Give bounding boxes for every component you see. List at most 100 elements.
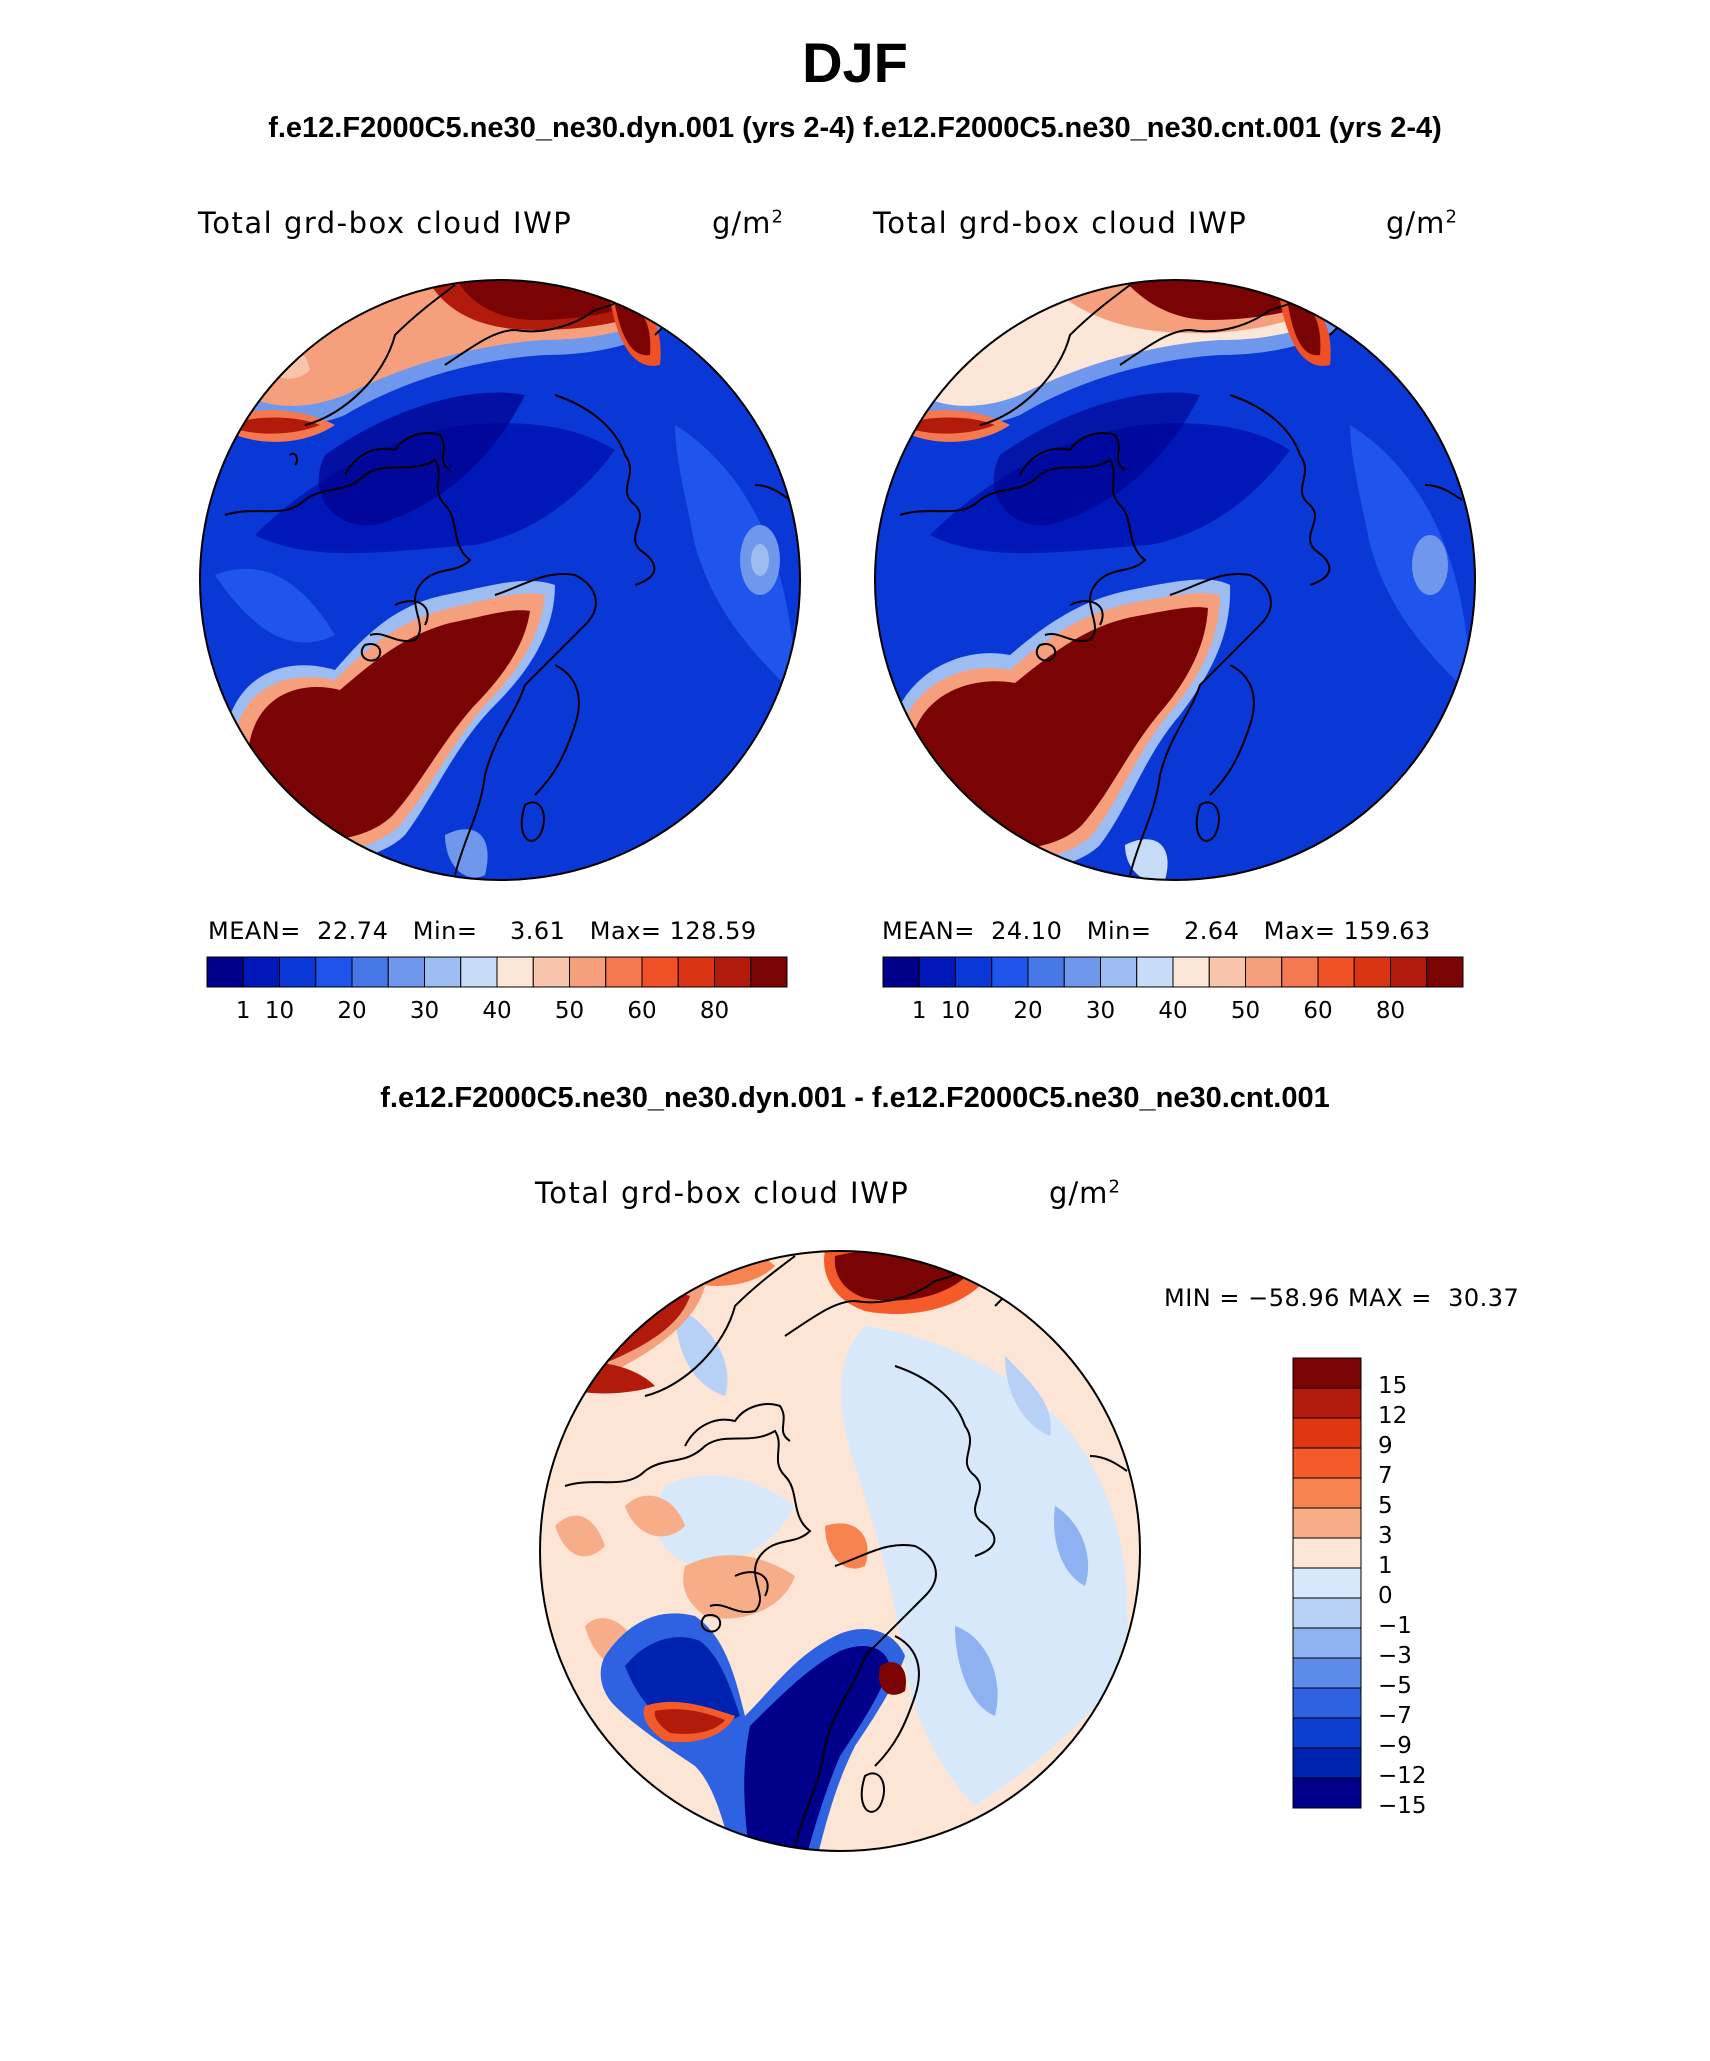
colorbar-tick-label: 1 [1378, 1553, 1393, 1579]
colorbar-tick-label: 1 [235, 998, 251, 1024]
colorbar-swatch [1281, 956, 1319, 988]
colorbar-tick-label: −5 [1378, 1673, 1412, 1699]
panel2-colorbar [882, 956, 1464, 988]
colorbar-swatch [1292, 1687, 1362, 1719]
colorbar-tick-label: 0 [1378, 1583, 1393, 1609]
panel3-field [540, 1251, 1140, 1851]
colorbar-tick-label: 40 [482, 998, 512, 1024]
panel3-colorbar [1292, 1357, 1362, 1809]
colorbar-tick-label: −3 [1378, 1643, 1412, 1669]
panel1-field [200, 280, 800, 880]
main-title: DJF [802, 31, 908, 94]
colorbar-tick-label: 80 [699, 998, 730, 1024]
colorbar-swatch [882, 956, 920, 988]
colorbar-swatch [918, 956, 956, 988]
panel1-polar-map [199, 279, 801, 881]
case-subtitle: f.e12.F2000C5.ne30_ne30.dyn.001 (yrs 2-4… [268, 112, 1442, 144]
colorbar-tick-label: 5 [1378, 1493, 1393, 1519]
colorbar-tick-label: 3 [1378, 1523, 1393, 1549]
colorbar-swatch [1136, 956, 1174, 988]
colorbar-swatch [1245, 956, 1283, 988]
colorbar-swatch [1426, 956, 1464, 988]
panel2-coastlines [899, 284, 1463, 876]
colorbar-tick-label: 40 [1158, 998, 1188, 1024]
colorbar-tick-label: 7 [1378, 1463, 1393, 1489]
colorbar-swatch [1390, 956, 1428, 988]
colorbar-swatch [1172, 956, 1210, 988]
colorbar-swatch [242, 956, 280, 988]
colorbar-swatch [1292, 1567, 1362, 1599]
panel2-variable-label: Total grd-box cloud IWP [873, 206, 1248, 240]
colorbar-tick-label: 30 [409, 998, 440, 1024]
panel2-polar-map [874, 279, 1476, 881]
colorbar-swatch [1292, 1507, 1362, 1539]
colorbar-swatch [569, 956, 607, 988]
difference-subtitle: f.e12.F2000C5.ne30_ne30.dyn.001 - f.e12.… [380, 1082, 1330, 1114]
colorbar-swatch [1100, 956, 1138, 988]
colorbar-tick-label: 10 [264, 998, 295, 1024]
colorbar-swatch [714, 956, 752, 988]
panel1-units: g/m2 [712, 206, 784, 240]
panel3-polar-map [539, 1250, 1141, 1852]
colorbar-swatch [424, 956, 462, 988]
colorbar-swatch [315, 956, 353, 988]
panel2-units: g/m2 [1386, 206, 1458, 240]
colorbar-swatch [496, 956, 534, 988]
colorbar-tick-label: −1 [1378, 1613, 1412, 1639]
colorbar-tick-label: 9 [1378, 1433, 1393, 1459]
colorbar-tick-label: −12 [1378, 1763, 1427, 1789]
panel1-stats: MEAN= 22.74 Min= 3.61 Max= 128.59 [208, 917, 757, 945]
panel2-colorbar-ticks: 1 10 20 30 40 50 60 80 [882, 998, 1464, 1028]
colorbar-swatch [1292, 1657, 1362, 1689]
colorbar-swatch [1292, 1477, 1362, 1509]
colorbar-tick-label: 50 [1230, 998, 1261, 1024]
colorbar-swatch [279, 956, 317, 988]
colorbar-swatch [1292, 1387, 1362, 1419]
colorbar-tick-label: 60 [1303, 998, 1333, 1024]
colorbar-swatch [1208, 956, 1246, 988]
colorbar-tick-label: −15 [1378, 1793, 1427, 1819]
colorbar-tick-label: 1 [911, 998, 927, 1024]
panel3-variable-label: Total grd-box cloud IWP [535, 1176, 910, 1210]
colorbar-tick-label: 20 [1013, 998, 1043, 1024]
panel1-colorbar [206, 956, 788, 988]
colorbar-swatch [750, 956, 788, 988]
colorbar-swatch [532, 956, 570, 988]
panel1-colorbar-ticks: 1 10 20 30 40 50 60 80 [206, 998, 788, 1028]
colorbar-swatch [1027, 956, 1065, 988]
colorbar-tick-label: 80 [1375, 998, 1406, 1024]
colorbar-swatch [1292, 1357, 1362, 1389]
colorbar-swatch [1292, 1537, 1362, 1569]
colorbar-swatch [351, 956, 389, 988]
colorbar-swatch [1292, 1447, 1362, 1479]
colorbar-tick-label: 20 [337, 998, 367, 1024]
panel2-stats: MEAN= 24.10 Min= 2.64 Max= 159.63 [882, 917, 1431, 945]
colorbar-swatch [1292, 1417, 1362, 1449]
colorbar-tick-label: −7 [1378, 1703, 1412, 1729]
colorbar-swatch [206, 956, 244, 988]
colorbar-tick-label: 10 [940, 998, 971, 1024]
colorbar-swatch [605, 956, 643, 988]
colorbar-swatch [677, 956, 715, 988]
colorbar-swatch [955, 956, 993, 988]
colorbar-swatch [1353, 956, 1391, 988]
colorbar-tick-label: 30 [1085, 998, 1116, 1024]
colorbar-swatch [991, 956, 1029, 988]
colorbar-swatch [1292, 1777, 1362, 1809]
panel3-minmax: MIN = −58.96 MAX = 30.37 [1164, 1284, 1520, 1312]
colorbar-swatch [1063, 956, 1101, 988]
colorbar-tick-label: 60 [627, 998, 657, 1024]
colorbar-tick-label: 15 [1378, 1373, 1408, 1399]
colorbar-tick-label: 12 [1378, 1403, 1408, 1429]
panel1-variable-label: Total grd-box cloud IWP [198, 206, 573, 240]
colorbar-swatch [1317, 956, 1355, 988]
panel3-units: g/m2 [1049, 1176, 1121, 1210]
colorbar-tick-label: −9 [1378, 1733, 1412, 1759]
colorbar-swatch [1292, 1717, 1362, 1749]
colorbar-swatch [1292, 1627, 1362, 1659]
colorbar-tick-label: 50 [554, 998, 585, 1024]
colorbar-swatch [460, 956, 498, 988]
colorbar-swatch [641, 956, 679, 988]
colorbar-swatch [387, 956, 425, 988]
colorbar-swatch [1292, 1597, 1362, 1629]
